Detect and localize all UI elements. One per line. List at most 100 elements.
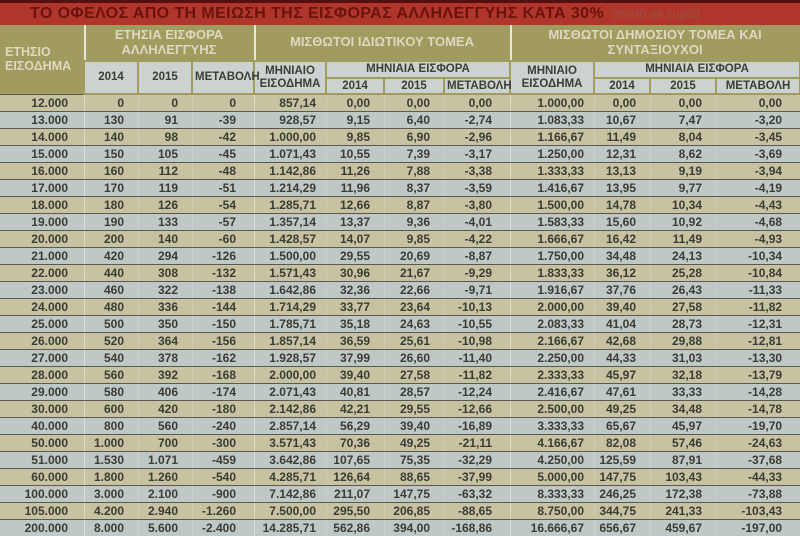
cell-public-change: -3,94 <box>716 162 800 180</box>
cell-private-2014: 10,55 <box>326 145 384 163</box>
table-row: 24.000 480 336 -144 1.714,29 33,77 23,64… <box>0 298 800 316</box>
cell-annual-change: -1.260 <box>192 502 254 520</box>
cell-annual-2014: 500 <box>84 315 138 333</box>
cell-public-change: -13,79 <box>716 366 800 384</box>
cell-private-monthly-income: 928,57 <box>254 111 326 129</box>
cell-public-2015: 241,33 <box>650 502 717 520</box>
cell-private-change: -2,74 <box>444 111 511 129</box>
table-row: 27.000 540 378 -162 1.928,57 37,99 26,60… <box>0 349 800 367</box>
cell-annual-change: -144 <box>192 298 254 316</box>
cell-public-monthly-income: 1.000,00 <box>510 93 595 112</box>
cell-private-2014: 39,40 <box>326 366 384 384</box>
cell-annual-2015: 91 <box>138 111 192 129</box>
cell-annual-change: -150 <box>192 315 254 333</box>
cell-public-2014: 36,12 <box>594 264 651 282</box>
cell-annual-income: 19.000 <box>0 213 84 231</box>
cell-private-2015: 394,00 <box>384 519 444 536</box>
cell-private-monthly-income: 1.785,71 <box>254 315 326 333</box>
group-annual-contribution: ΕΤΗΣΙΑ ΕΙΣΦΟΡΑ ΑΛΛΗΛΕΓΓΥΗΣ <box>84 25 254 61</box>
cell-annual-income: 28.000 <box>0 366 84 384</box>
cell-annual-2015: 98 <box>138 128 192 146</box>
cell-public-2014: 34,48 <box>594 247 651 265</box>
cell-public-2014: 14,78 <box>594 196 651 214</box>
cell-annual-change: -51 <box>192 179 254 197</box>
cell-annual-change: -48 <box>192 162 254 180</box>
cell-public-change: 0,00 <box>716 93 800 112</box>
cell-public-2014: 65,67 <box>594 417 651 435</box>
cell-annual-2015: 1.260 <box>138 468 192 486</box>
col-private-change: ΜΕΤΑΒΟΛΗ <box>442 76 512 96</box>
cell-annual-2014: 540 <box>84 349 138 367</box>
cell-annual-2015: 364 <box>138 332 192 350</box>
cell-private-2015: 7,39 <box>384 145 444 163</box>
cell-public-change: -3,69 <box>716 145 800 163</box>
cell-private-change: -11,82 <box>444 366 511 384</box>
cell-annual-2014: 170 <box>84 179 138 197</box>
cell-annual-change: -900 <box>192 485 254 503</box>
cell-public-2015: 34,48 <box>650 400 717 418</box>
cell-public-change: -12,81 <box>716 332 800 350</box>
cell-annual-2014: 190 <box>84 213 138 231</box>
cell-private-monthly-income: 7.500,00 <box>254 502 326 520</box>
cell-private-2015: 8,37 <box>384 179 444 197</box>
cell-private-2015: 8,87 <box>384 196 444 214</box>
cell-annual-income: 200.000 <box>0 519 84 536</box>
cell-public-2014: 11,49 <box>594 128 651 146</box>
cell-private-change: -12,24 <box>444 383 511 401</box>
cell-private-monthly-income: 2.071,43 <box>254 383 326 401</box>
table-row: 23.000 460 322 -138 1.642,86 32,36 22,66… <box>0 281 800 299</box>
cell-public-2014: 45,97 <box>594 366 651 384</box>
cell-public-2014: 656,67 <box>594 519 651 536</box>
cell-public-2014: 344,75 <box>594 502 651 520</box>
col-private-2014: 2014 <box>325 76 385 96</box>
table-row: 20.000 200 140 -60 1.428,57 14,07 9,85 -… <box>0 230 800 248</box>
cell-private-2014: 562,86 <box>326 519 384 536</box>
cell-private-monthly-income: 1.857,14 <box>254 332 326 350</box>
cell-public-change: -4,68 <box>716 213 800 231</box>
cell-private-monthly-income: 1.428,57 <box>254 230 326 248</box>
cell-private-2015: 9,85 <box>384 230 444 248</box>
table-row: 25.000 500 350 -150 1.785,71 35,18 24,63… <box>0 315 800 333</box>
benefit-table: ΕΤΗΣΙΟ ΕΙΣΟΔΗΜΑ ΕΤΗΣΙΑ ΕΙΣΦΟΡΑ ΑΛΛΗΛΕΓΓΥ… <box>0 25 800 536</box>
cell-public-2015: 25,28 <box>650 264 717 282</box>
cell-public-2015: 0,00 <box>650 93 717 112</box>
cell-private-2014: 35,18 <box>326 315 384 333</box>
cell-private-2015: 6,90 <box>384 128 444 146</box>
cell-public-change: -197,00 <box>716 519 800 536</box>
cell-annual-2015: 140 <box>138 230 192 248</box>
cell-private-2014: 14,07 <box>326 230 384 248</box>
cell-public-2015: 10,34 <box>650 196 717 214</box>
cell-public-change: -14,28 <box>716 383 800 401</box>
cell-annual-2014: 460 <box>84 281 138 299</box>
cell-annual-income: 17.000 <box>0 179 84 197</box>
cell-public-change: -3,20 <box>716 111 800 129</box>
cell-annual-change: -459 <box>192 451 254 469</box>
cell-private-change: -168,86 <box>444 519 511 536</box>
cell-public-2014: 125,59 <box>594 451 651 469</box>
cell-private-2015: 23,64 <box>384 298 444 316</box>
cell-private-change: 0,00 <box>444 93 511 112</box>
cell-annual-change: -156 <box>192 332 254 350</box>
cell-annual-change: -300 <box>192 434 254 452</box>
cell-annual-2014: 520 <box>84 332 138 350</box>
cell-annual-change: 0 <box>192 93 254 112</box>
group-public-sector: ΜΙΣΘΩΤΟΙ ΔΗΜΟΣΙΟΥ ΤΟΜΕΑ ΚΑΙ ΣΥΝΤΑΞΙΟΥΧΟΙ <box>510 25 800 61</box>
cell-public-monthly-income: 2.250,00 <box>510 349 595 367</box>
table-row: 12.000 0 0 0 857,14 0,00 0,00 0,00 1.000… <box>0 93 800 112</box>
cell-private-change: -3,80 <box>444 196 511 214</box>
cell-annual-change: -2.400 <box>192 519 254 536</box>
cell-annual-2015: 2.940 <box>138 502 192 520</box>
cell-private-change: -16,89 <box>444 417 511 435</box>
cell-annual-income: 22.000 <box>0 264 84 282</box>
cell-private-2014: 36,59 <box>326 332 384 350</box>
col-annual-2014: 2014 <box>83 59 139 96</box>
table-row: 19.000 190 133 -57 1.357,14 13,37 9,36 -… <box>0 213 800 231</box>
cell-private-change: -9,29 <box>444 264 511 282</box>
cell-annual-2014: 560 <box>84 366 138 384</box>
cell-annual-income: 18.000 <box>0 196 84 214</box>
table-row: 21.000 420 294 -126 1.500,00 29,55 20,69… <box>0 247 800 265</box>
cell-public-2014: 82,08 <box>594 434 651 452</box>
cell-private-2015: 39,40 <box>384 417 444 435</box>
cell-public-change: -10,34 <box>716 247 800 265</box>
table-body: 12.000 0 0 0 857,14 0,00 0,00 0,00 1.000… <box>0 93 800 536</box>
